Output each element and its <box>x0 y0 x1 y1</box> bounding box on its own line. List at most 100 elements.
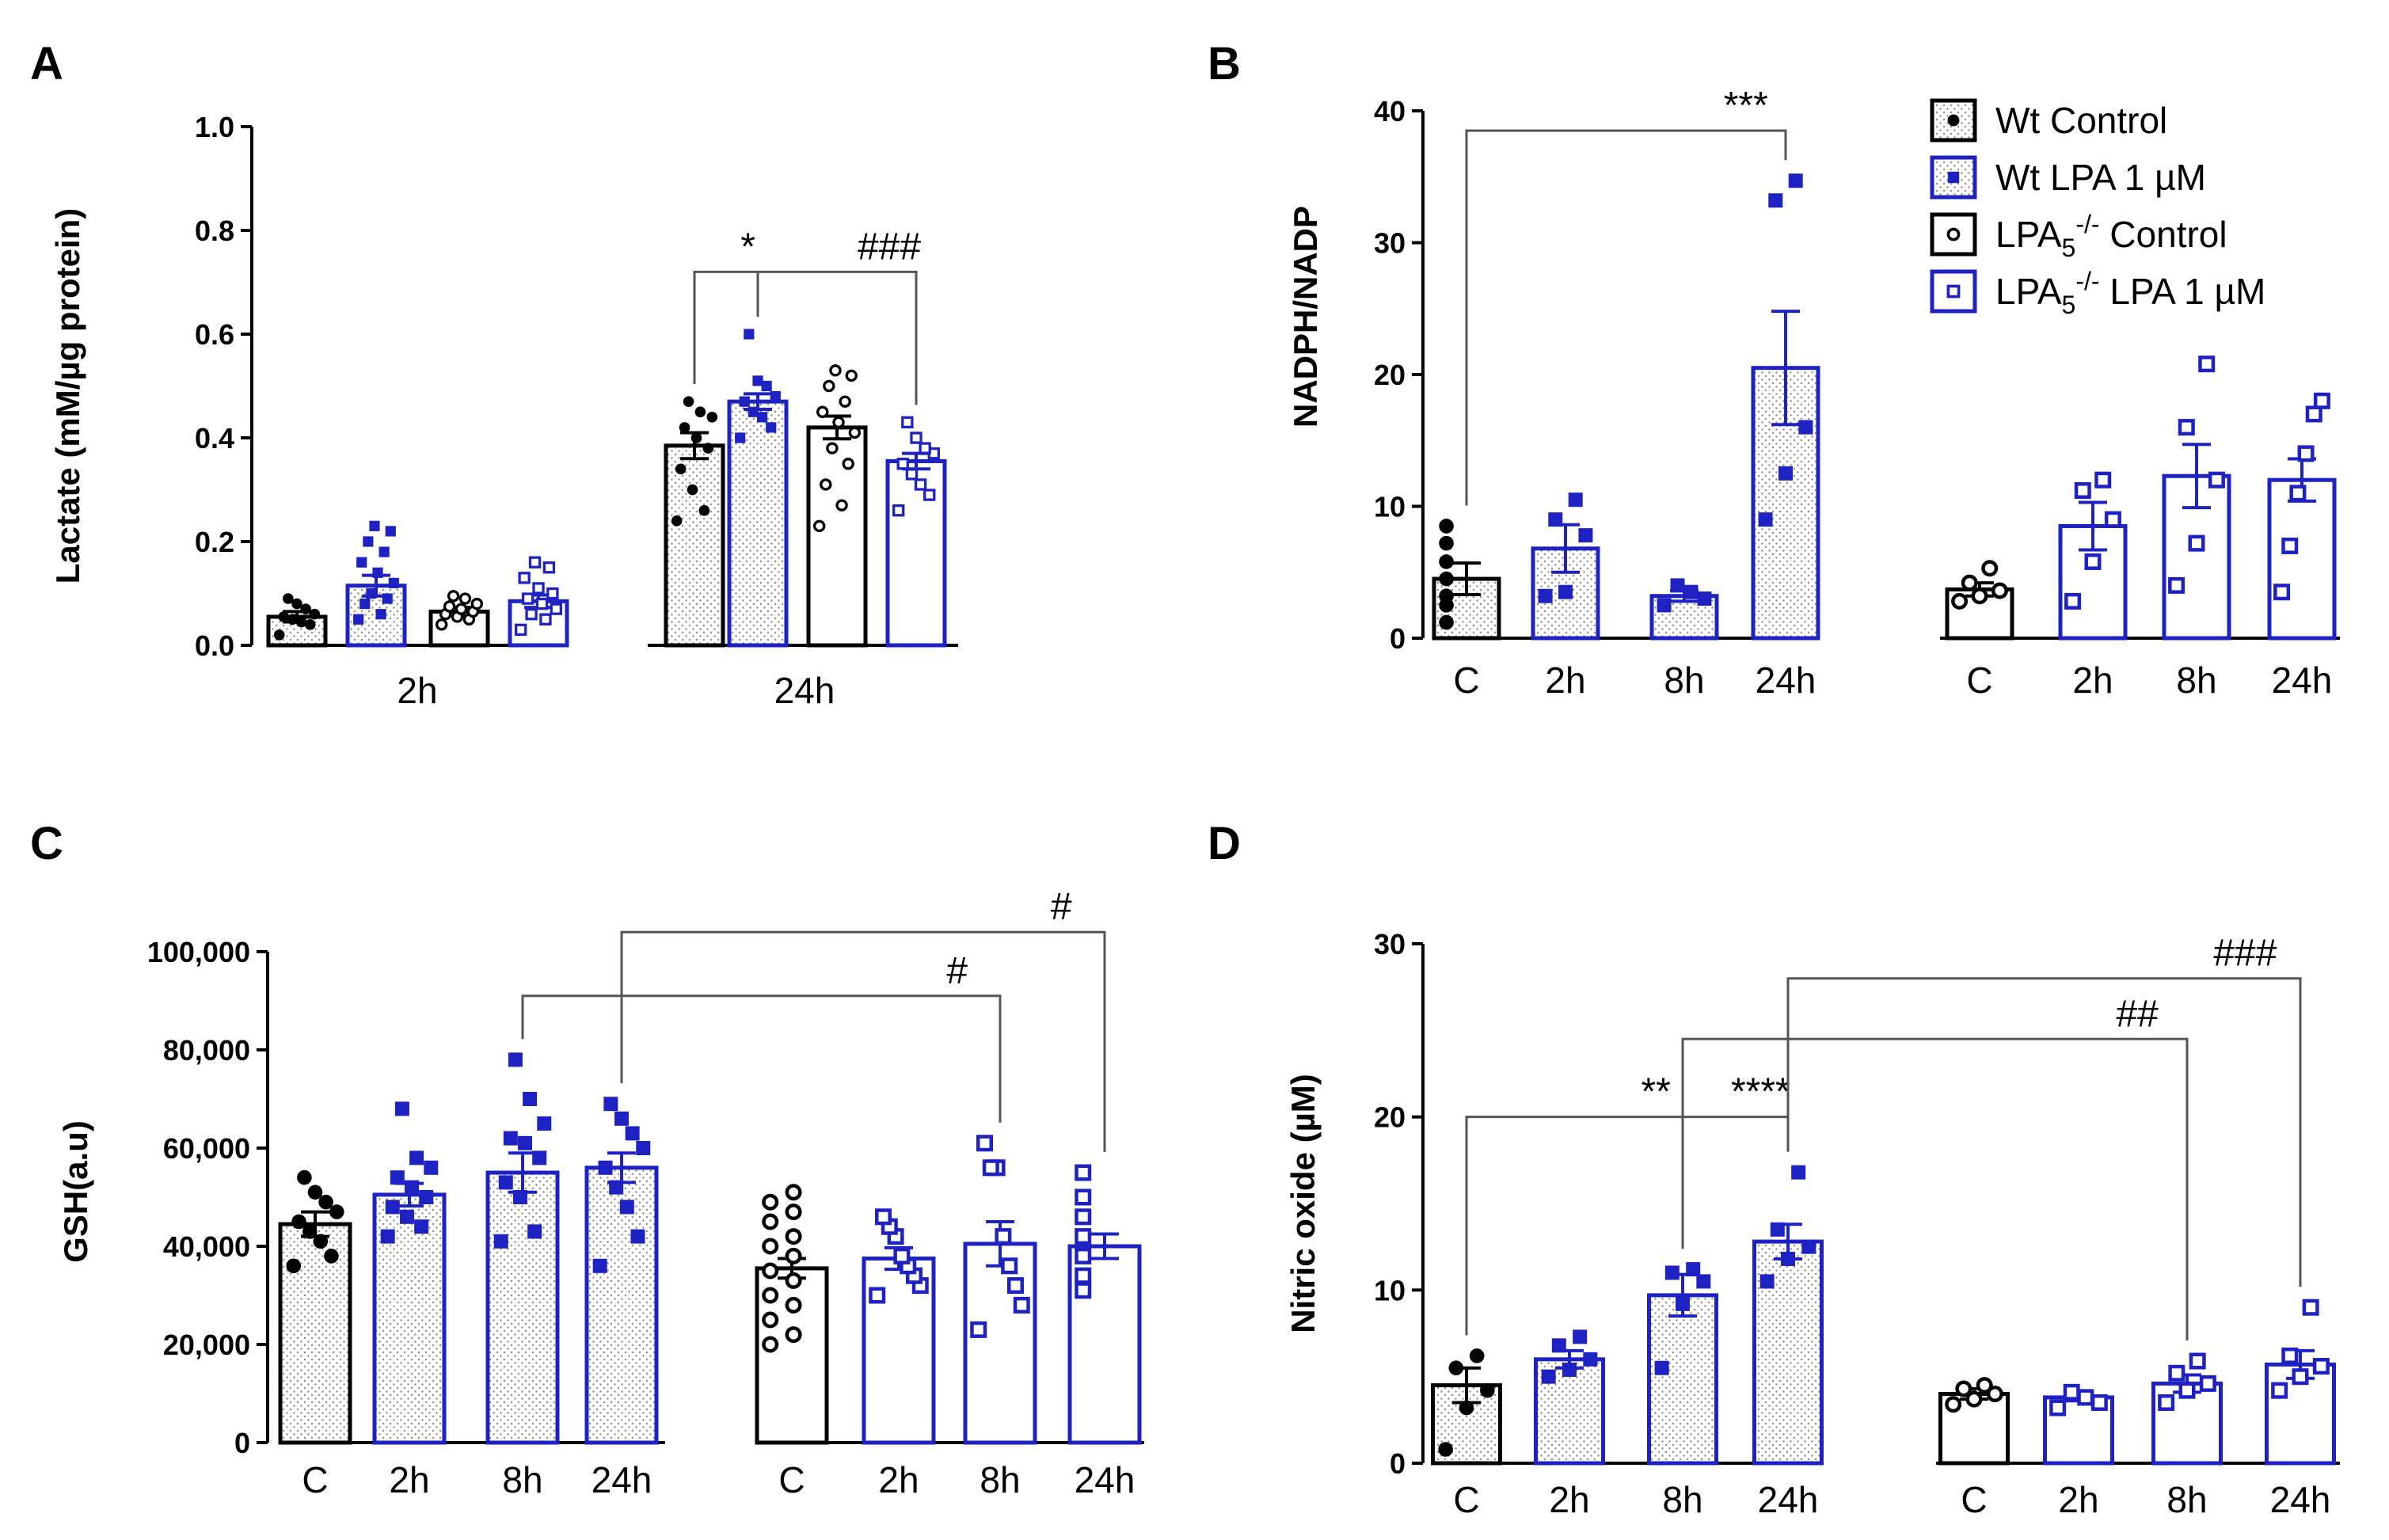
data-point <box>1676 1296 1690 1311</box>
y-tick-label: 100,000 <box>147 936 250 968</box>
data-point <box>518 1135 533 1150</box>
data-point <box>286 1258 302 1274</box>
legend-label: Wt Control <box>1995 100 2167 141</box>
data-point <box>982 1159 999 1177</box>
data-point <box>892 504 905 517</box>
data-point <box>283 593 294 604</box>
data-point <box>1654 1360 1669 1375</box>
bar <box>806 425 868 648</box>
data-point <box>1439 571 1454 587</box>
data-point <box>1683 584 1699 599</box>
data-point <box>2297 445 2315 462</box>
data-point <box>1770 1222 1785 1237</box>
data-point <box>1075 1208 1092 1226</box>
data-point <box>2168 576 2185 594</box>
data-point <box>1439 588 1454 604</box>
data-point <box>372 567 383 578</box>
data-point <box>1583 1352 1598 1367</box>
data-point <box>1459 1400 1474 1416</box>
y-tick-label: 20,000 <box>163 1329 250 1361</box>
data-point <box>698 504 710 516</box>
panel-c-chart: 0 20,000 40,000 60,000 80,000 100,000 GSH(a.u)… <box>57 886 1144 1500</box>
data-point <box>2063 1383 2080 1401</box>
data-point <box>679 422 690 433</box>
data-point <box>1791 1165 1806 1180</box>
data-point <box>542 561 556 574</box>
data-point <box>2199 1375 2216 1392</box>
data-point <box>1961 574 1978 591</box>
significance-label: ### <box>2213 933 2277 975</box>
data-point <box>893 1247 911 1264</box>
x-category-label: 2h <box>2072 660 2113 701</box>
y-axis-label: Nitric oxide (µM) <box>1284 1074 1322 1333</box>
y-tick-label: 30 <box>1374 227 1406 260</box>
data-point <box>785 1272 802 1289</box>
data-point <box>923 489 936 501</box>
data-point <box>539 613 552 626</box>
data-point <box>1951 592 1969 610</box>
data-point <box>2168 1364 2185 1382</box>
data-point <box>1541 1369 1556 1384</box>
bar <box>2267 477 2337 641</box>
data-point <box>2090 1394 2108 1411</box>
significance-label: *** <box>1724 85 1768 127</box>
data-point <box>498 1175 513 1190</box>
data-point <box>785 1247 802 1264</box>
x-category-label: 24h <box>1075 1459 1136 1500</box>
y-axis-label: NADPH/NADP <box>1287 206 1324 428</box>
data-point <box>443 600 456 613</box>
legend-marker <box>1947 114 1960 127</box>
data-point <box>832 416 845 429</box>
data-point <box>388 577 399 588</box>
data-point <box>901 416 914 429</box>
data-point <box>2281 537 2299 554</box>
data-point <box>770 391 781 402</box>
data-point <box>835 499 848 511</box>
data-point <box>1562 1362 1577 1377</box>
data-point <box>523 1092 538 1106</box>
significance-label: ## <box>2116 993 2159 1035</box>
data-point <box>739 396 750 407</box>
y-axis-label: GSH(a.u) <box>57 1120 94 1263</box>
data-point <box>409 1150 424 1165</box>
data-point <box>1438 1442 1453 1457</box>
data-point <box>762 1193 779 1211</box>
legend-label: LPA5-/- Control <box>1995 210 2227 262</box>
x-category-label: 8h <box>1662 1479 1702 1520</box>
legend-label-text: Wt LPA 1 µM <box>1995 157 2206 198</box>
data-point <box>1801 1239 1816 1254</box>
data-point <box>1075 1164 1092 1181</box>
data-point <box>598 1160 613 1175</box>
y-tick-label: 1.0 <box>195 111 234 143</box>
data-point <box>1469 1348 1485 1363</box>
data-point <box>702 443 714 454</box>
x-category-label: C <box>1453 1479 1479 1520</box>
y-tick-label: 0.6 <box>195 318 234 351</box>
x-category-label: C <box>302 1459 328 1500</box>
data-point <box>550 603 563 615</box>
data-point <box>1971 587 1988 605</box>
data-point <box>735 432 746 443</box>
data-point <box>508 1052 523 1067</box>
panel-letter-b: B <box>1208 38 1241 89</box>
y-tick-label: 0.2 <box>195 526 234 558</box>
y-tick-label: 40,000 <box>163 1230 250 1263</box>
data-point <box>525 608 538 621</box>
data-point <box>2064 592 2082 610</box>
data-point <box>910 432 923 444</box>
x-category-label: 8h <box>1664 660 1704 701</box>
data-point <box>826 442 839 454</box>
data-point <box>1439 554 1454 569</box>
data-point <box>1448 1360 1464 1376</box>
x-category-label: 24h <box>2272 660 2333 701</box>
significance-label: # <box>946 950 968 992</box>
data-point <box>785 1203 802 1221</box>
y-tick-label: 80,000 <box>163 1034 250 1067</box>
data-point <box>356 557 367 568</box>
data-point <box>785 1296 802 1314</box>
panel-letter-d: D <box>1208 818 1241 869</box>
data-point <box>976 1135 994 1152</box>
data-point <box>683 396 694 407</box>
panel-letter-c: C <box>30 818 63 869</box>
